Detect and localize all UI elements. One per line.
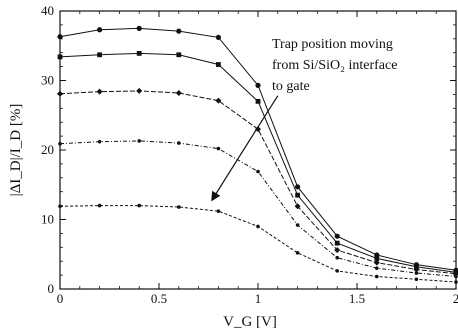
data-point-series-5 [414, 277, 419, 282]
data-point-series-3 [373, 259, 380, 266]
data-point-series-2 [255, 98, 261, 104]
data-point-series-2 [176, 52, 182, 58]
plot-frame [59, 10, 457, 290]
data-point-series-4 [414, 271, 419, 275]
annotation-line-3: to gate [272, 79, 310, 94]
data-point-series-2 [374, 256, 380, 261]
data-point-series-1 [215, 34, 221, 41]
data-point-series-3 [413, 266, 420, 273]
data-point-series-5 [375, 274, 379, 279]
data-point-series-1 [57, 34, 63, 40]
data-point-series-1 [176, 28, 182, 34]
series-line-3 [59, 90, 457, 275]
x-tick-label: 1.5 [349, 291, 365, 306]
data-point-series-3 [175, 90, 182, 97]
x-tick-label: 1 [255, 291, 262, 306]
data-point-series-4 [335, 255, 340, 260]
data-point-series-2 [57, 54, 63, 60]
data-point-series-3 [294, 203, 301, 210]
data-point-series-2 [295, 192, 300, 198]
y-tick-label: 20 [41, 142, 54, 157]
data-point-series-1 [255, 82, 261, 88]
x-axis-label: V_G [V] [223, 314, 277, 328]
data-point-series-4 [295, 223, 300, 227]
y-tick-label: 40 [41, 3, 54, 18]
data-point-series-1 [295, 184, 301, 190]
y-tick-label: 30 [41, 73, 54, 88]
annotation-arrow [211, 95, 279, 202]
y-axis-label: |ΔI_D|/I_D [%] [8, 104, 24, 197]
data-point-series-5 [216, 209, 221, 213]
annotation-line-1: Trap position moving [272, 37, 393, 52]
data-point-series-5 [137, 203, 141, 208]
data-point-series-3 [57, 90, 63, 97]
data-point-series-2 [136, 50, 142, 56]
x-tick-label: 0.5 [151, 291, 167, 306]
data-point-series-3 [215, 97, 222, 104]
data-point-series-5 [335, 269, 340, 273]
x-tick-label: 2 [453, 291, 458, 306]
x-tick-label: 0 [57, 291, 64, 306]
data-point-series-4 [256, 169, 260, 174]
data-point-series-3 [334, 247, 341, 254]
data-point-series-1 [136, 25, 142, 31]
data-point-series-4 [137, 139, 141, 143]
data-point-series-3 [136, 87, 143, 94]
series-line-5 [59, 205, 457, 283]
series-line-4 [59, 140, 457, 277]
y-tick-label: 0 [48, 281, 55, 296]
data-point-series-4 [216, 146, 221, 151]
data-point-series-4 [97, 139, 102, 144]
data-point-series-5 [295, 251, 300, 255]
data-point-series-5 [58, 204, 62, 209]
data-point-series-4 [58, 141, 62, 146]
data-point-series-1 [97, 27, 103, 33]
data-point-series-5 [454, 280, 458, 284]
data-point-series-3 [96, 88, 103, 95]
data-point-series-4 [454, 274, 458, 279]
annotation-line-2: from Si/SiO₂ interface [272, 58, 397, 73]
data-point-series-5 [177, 205, 181, 209]
data-point-series-5 [97, 203, 102, 208]
data-point-series-4 [375, 266, 379, 270]
data-point-series-2 [97, 52, 102, 58]
data-point-series-1 [334, 233, 340, 239]
data-point-series-5 [256, 224, 260, 229]
data-point-series-4 [177, 141, 181, 145]
data-point-series-2 [216, 62, 221, 67]
y-tick-label: 10 [41, 212, 54, 227]
data-point-series-3 [255, 126, 261, 133]
data-point-series-2 [334, 240, 340, 246]
